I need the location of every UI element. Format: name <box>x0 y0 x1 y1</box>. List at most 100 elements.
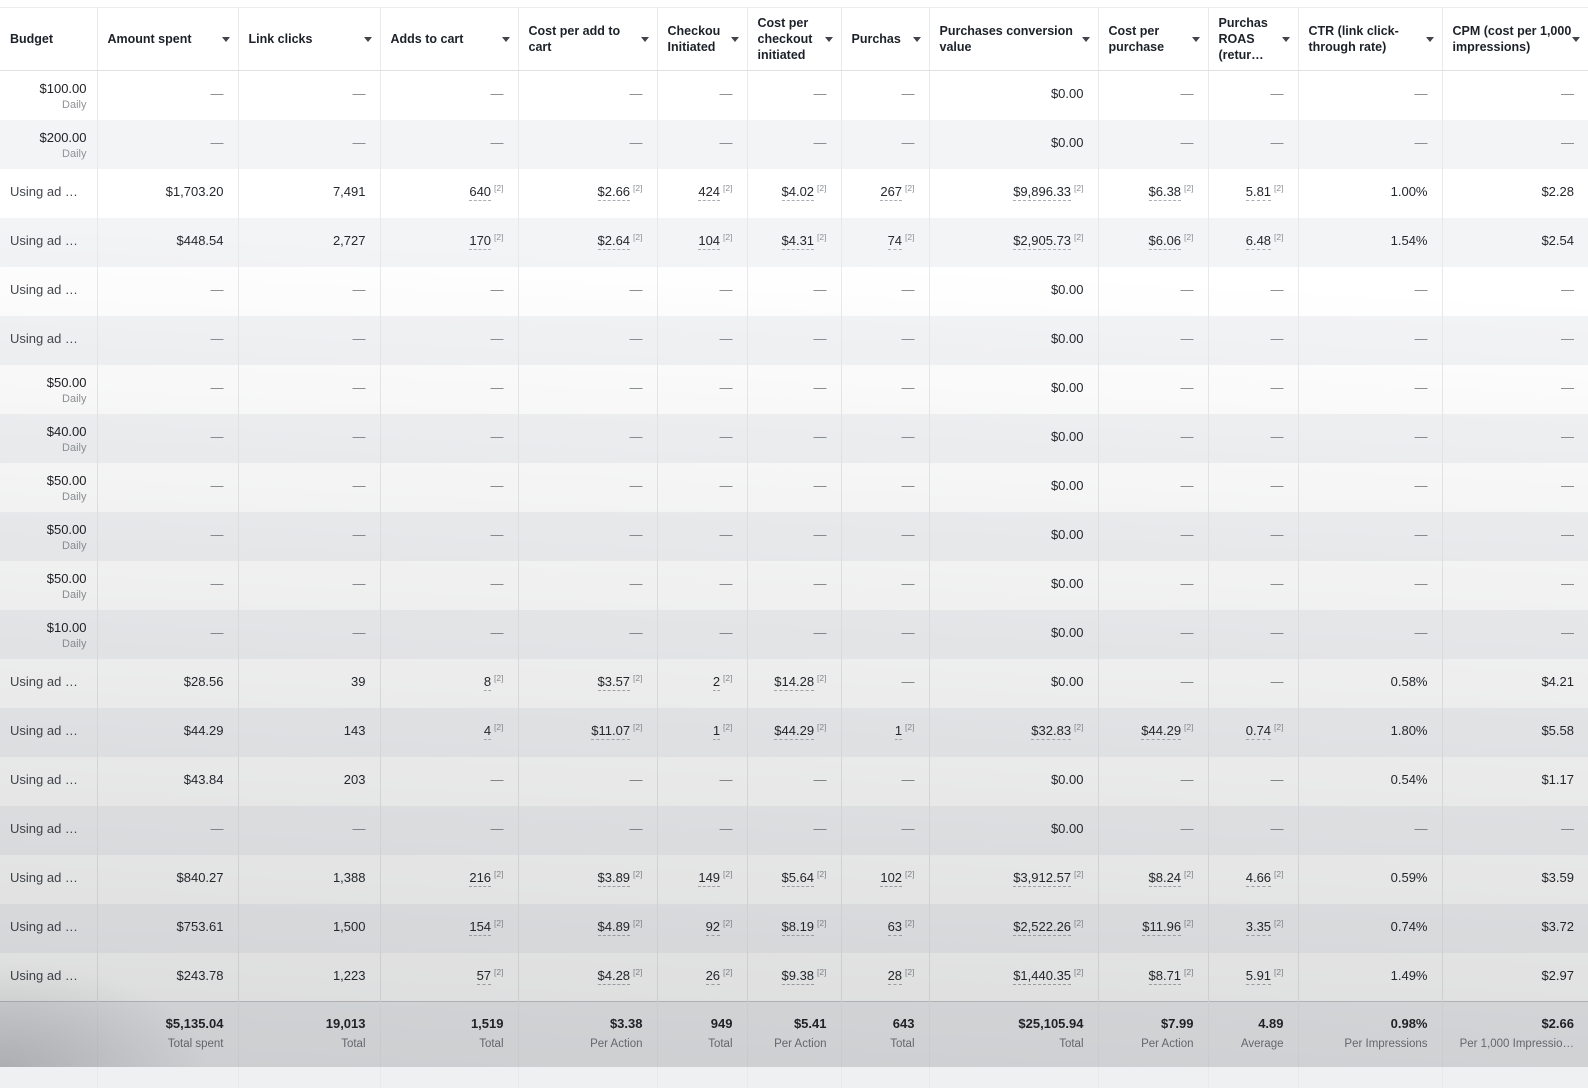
metric-value-link[interactable]: 424 <box>698 183 721 201</box>
footnote-marker: [2] <box>633 182 643 193</box>
column-header-adds-to-cart[interactable]: Adds to cart <box>379 7 518 71</box>
metric-value: 1.80% <box>1390 722 1428 738</box>
metric-value-link[interactable]: 1 <box>712 722 721 740</box>
cell-adds-to-cart: 154 [2] <box>379 903 518 953</box>
metric-value-link[interactable]: $2,522.26 <box>1013 918 1072 936</box>
sort-caret-down-icon[interactable] <box>824 36 833 42</box>
metric-value-link[interactable]: 26 <box>705 967 721 985</box>
sort-caret-down-icon[interactable] <box>501 36 510 42</box>
column-header-cost-per-checkout-initiated[interactable]: Cost per checkout initiated <box>746 7 841 71</box>
metric-value-link[interactable]: 267 <box>880 183 903 201</box>
metric-value-link[interactable]: $44.29 <box>774 722 815 740</box>
column-header-cost-per-add-to-cart[interactable]: Cost per add to cart <box>517 7 657 71</box>
column-header-cost-per-purchase[interactable]: Cost per purchase <box>1097 7 1208 71</box>
cell-amount-spent: — <box>96 413 238 463</box>
metric-value-link[interactable]: $44.29 <box>1141 722 1182 740</box>
column-header-amount-spent[interactable]: Amount spent <box>96 7 238 71</box>
metric-value-link[interactable]: $8.24 <box>1148 869 1182 887</box>
sort-caret-down-icon[interactable] <box>1572 36 1580 42</box>
metric-value-link[interactable]: $9,896.33 <box>1013 183 1072 201</box>
metric-value-link[interactable]: 3.35 <box>1245 918 1272 936</box>
sort-caret-down-icon[interactable] <box>221 36 230 42</box>
metric-value-link[interactable]: $11.96 <box>1142 918 1182 936</box>
metric-value-link[interactable]: $14.28 <box>774 673 815 691</box>
column-header-label: Cost per checkout initiated <box>757 15 813 63</box>
footnote-marker: [2] <box>905 231 915 242</box>
sort-caret-down-icon[interactable] <box>1425 36 1434 42</box>
metric-value-link[interactable]: $9.38 <box>781 967 815 985</box>
metric-value: — <box>352 379 366 395</box>
metric-value-link[interactable]: 216 <box>469 869 492 887</box>
metric-value-link[interactable]: 5.81 <box>1245 183 1272 201</box>
metric-value-link[interactable]: 63 <box>887 918 903 936</box>
metric-value-link[interactable]: $2.64 <box>597 232 631 250</box>
metric-value: — <box>352 330 366 346</box>
metric-value-link[interactable]: 640 <box>469 183 492 201</box>
metric-value-link[interactable]: 0.74 <box>1245 722 1272 740</box>
metric-value-link[interactable]: 6.48 <box>1245 232 1272 250</box>
metric-value-link[interactable]: $3.89 <box>597 869 631 887</box>
metric-value-link[interactable]: 28 <box>887 967 903 985</box>
cell-link-clicks: — <box>237 315 380 365</box>
metric-value: — <box>901 477 915 493</box>
sort-caret-down-icon[interactable] <box>363 36 372 42</box>
metric-value-link[interactable]: 4.66 <box>1245 869 1272 887</box>
sort-caret-down-icon[interactable] <box>640 36 649 42</box>
metric-value-link[interactable]: 74 <box>887 232 903 250</box>
metric-value-link[interactable]: $3.57 <box>597 673 631 691</box>
metric-value-link[interactable]: 149 <box>698 869 721 887</box>
column-header-purchases[interactable]: Purchas <box>840 7 929 71</box>
metric-value-link[interactable]: 4 <box>483 722 492 740</box>
cell-cpm: $2.28 <box>1441 168 1588 218</box>
footnote-marker: [2] <box>1074 966 1084 977</box>
metric-value-link[interactable]: $1,440.35 <box>1013 967 1072 985</box>
budget-amount: $50.00 <box>46 472 87 488</box>
metric-value-link[interactable]: 170 <box>469 232 492 250</box>
metric-value: $3.72 <box>1541 918 1574 934</box>
metric-value-link[interactable]: $11.07 <box>591 722 631 740</box>
metric-value-link[interactable]: $6.38 <box>1148 183 1182 201</box>
column-header-checkouts-initiated[interactable]: Checkou Initiated <box>656 7 747 71</box>
metric-value-link[interactable]: $2.66 <box>597 183 631 201</box>
metric-value-link[interactable]: 92 <box>705 918 721 936</box>
cell-adds-to-cart: 8 [2] <box>379 658 518 708</box>
metric-value-link[interactable]: 5.91 <box>1245 967 1272 985</box>
column-header-ctr[interactable]: CTR (link click-through rate) <box>1297 7 1442 71</box>
sort-caret-down-icon[interactable] <box>912 36 921 42</box>
sort-caret-down-icon[interactable] <box>1081 36 1090 42</box>
metric-value-link[interactable]: 102 <box>880 869 903 887</box>
sort-caret-down-icon[interactable] <box>1191 36 1200 42</box>
metric-value-link[interactable]: $5.64 <box>781 869 815 887</box>
metric-value-link[interactable]: $6.06 <box>1148 232 1182 250</box>
metric-value-link[interactable]: $4.02 <box>781 183 815 201</box>
metric-value-link[interactable]: 104 <box>698 232 721 250</box>
metric-value-link[interactable]: 2 <box>712 673 721 691</box>
column-header-purchases-conversion-value[interactable]: Purchases conversion value <box>928 7 1098 71</box>
metric-value-link[interactable]: 1 <box>894 722 903 740</box>
metric-value: 1.49% <box>1390 967 1428 983</box>
sort-caret-down-icon[interactable] <box>1281 36 1290 42</box>
cell-cost-per-add-to-cart: $3.57 [2] <box>517 658 657 708</box>
sort-caret-down-icon[interactable] <box>730 36 739 42</box>
metric-value-link[interactable]: $32.83 <box>1031 722 1072 740</box>
column-header-purchase-roas[interactable]: Purchas ROAS (retur… <box>1207 7 1298 71</box>
column-header-budget[interactable]: Budget <box>0 7 97 71</box>
metric-value-link[interactable]: 8 <box>483 673 492 691</box>
metric-value-link[interactable]: $4.89 <box>597 918 631 936</box>
cell-purchases: 102 [2] <box>840 854 929 904</box>
metric-value-link[interactable]: $3,912.57 <box>1013 869 1072 887</box>
metric-value-link[interactable]: 154 <box>469 918 492 936</box>
metric-value-link[interactable]: $4.31 <box>781 232 815 250</box>
metric-value-link[interactable]: 57 <box>476 967 492 985</box>
column-header-cpm[interactable]: CPM (cost per 1,000 impressions) <box>1441 7 1588 71</box>
metric-value: — <box>1414 526 1428 542</box>
cell-purchases: — <box>840 756 929 806</box>
metric-value-link[interactable]: $4.28 <box>597 967 631 985</box>
cell-cost-per-checkout-initiated: — <box>746 511 841 561</box>
metric-value-link[interactable]: $8.71 <box>1148 967 1182 985</box>
metric-value-link[interactable]: $8.19 <box>781 918 815 936</box>
cell-purchases-conversion-value: $2,522.26 [2] <box>928 903 1098 953</box>
column-header-link-clicks[interactable]: Link clicks <box>237 7 380 71</box>
metric-value-link[interactable]: $2,905.73 <box>1013 232 1072 250</box>
cell-cpm: — <box>1441 511 1588 561</box>
